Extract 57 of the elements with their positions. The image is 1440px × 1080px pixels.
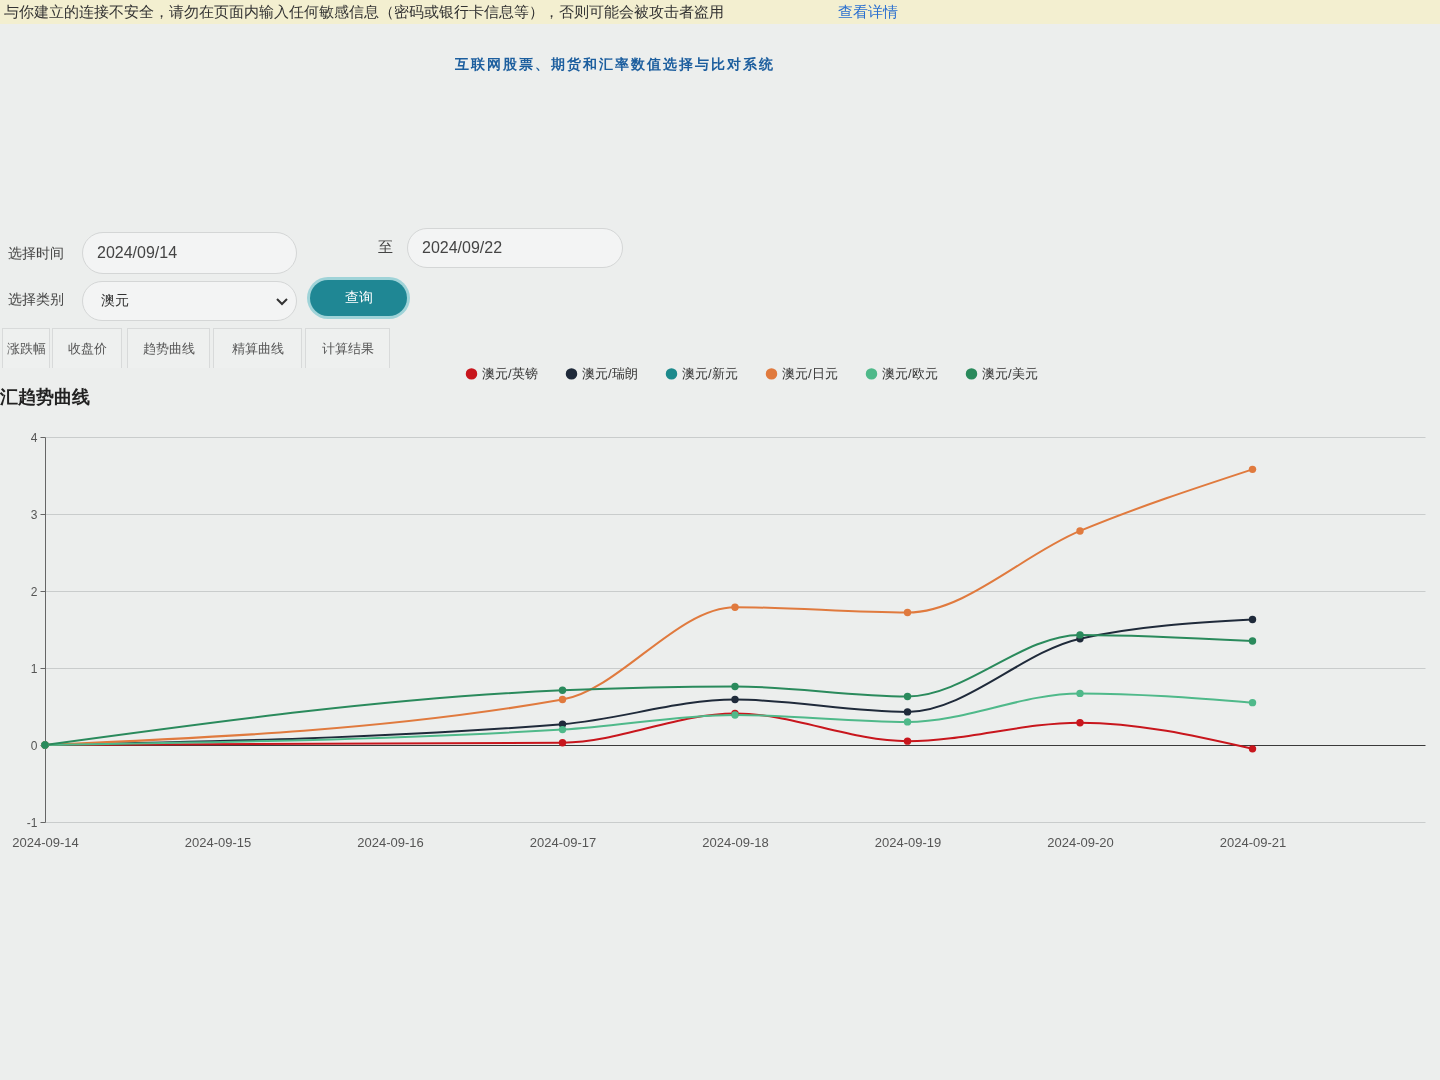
point xyxy=(731,682,739,691)
point xyxy=(731,603,739,611)
text: 选择类别 xyxy=(8,291,64,308)
y-tick-label: 3 xyxy=(30,507,38,522)
point xyxy=(903,608,912,617)
text: 查看详情 xyxy=(838,3,898,21)
point xyxy=(903,737,912,745)
point xyxy=(1248,615,1257,624)
point xyxy=(1076,631,1084,639)
point xyxy=(558,686,567,695)
x-tick-label: 2024-09-18 xyxy=(702,834,769,850)
x-tick-label: 2024-09-15 xyxy=(184,834,252,850)
y-tick-label: 2 xyxy=(30,584,38,599)
point xyxy=(1248,637,1257,645)
x-tick-label: 2024-09-19 xyxy=(874,834,942,850)
y-tick-label: 4 xyxy=(30,430,38,445)
point xyxy=(1076,718,1084,727)
text-field: 2024/09/22 xyxy=(407,228,623,268)
tab: 收盘价 xyxy=(52,328,122,368)
point xyxy=(903,718,912,726)
text: 选择时间 xyxy=(8,245,64,262)
y-tick-label: -1 xyxy=(26,815,38,830)
y-tick-label: 0 xyxy=(30,738,38,753)
text: 互联网股票、期货和汇率数值选择与比对系统 xyxy=(455,56,775,73)
text: 与你建立的连接不安全，请勿在页面内输入任何敏感信息（密码或银行卡信息等），否则可能会被攻击者盗用 xyxy=(4,3,724,21)
point xyxy=(903,708,912,716)
point xyxy=(558,738,567,747)
chart-title: 汇趋势曲线 xyxy=(0,387,90,407)
point xyxy=(1248,698,1257,707)
legend-label: 澳元/美元 xyxy=(982,365,1038,381)
x-tick-label: 2024-09-14 xyxy=(12,834,79,850)
point xyxy=(558,725,567,734)
button: 查询 xyxy=(310,280,407,316)
point xyxy=(1248,745,1257,753)
y-tick-label: 1 xyxy=(30,661,38,676)
legend-label: 澳元/欧元 xyxy=(882,365,938,381)
x-tick-label: 2024-09-20 xyxy=(1047,834,1114,850)
text-field: 2024/09/14 xyxy=(82,232,297,274)
x-tick-label: 2024-09-21 xyxy=(1219,834,1287,850)
point xyxy=(1076,689,1084,698)
point xyxy=(558,695,567,704)
legend-label: 澳元/日元 xyxy=(782,365,838,381)
point xyxy=(1076,527,1084,535)
tab: 计算结果 xyxy=(305,328,390,368)
tab: 趋势曲线 xyxy=(127,328,210,368)
x-tick-label: 2024-09-16 xyxy=(357,834,424,850)
point xyxy=(903,692,912,701)
point xyxy=(731,695,739,704)
legend-label: 澳元/新元 xyxy=(682,365,738,381)
legend-label: 澳元/英镑 xyxy=(482,365,538,381)
dropdown-field: 澳元 xyxy=(82,281,297,321)
point xyxy=(1248,465,1257,474)
tab: 涨跌幅 xyxy=(2,328,50,368)
text: 至 xyxy=(378,238,393,256)
legend-label: 澳元/瑞朗 xyxy=(582,365,638,381)
tab: 精算曲线 xyxy=(213,328,302,368)
x-tick-label: 2024-09-17 xyxy=(529,834,597,850)
